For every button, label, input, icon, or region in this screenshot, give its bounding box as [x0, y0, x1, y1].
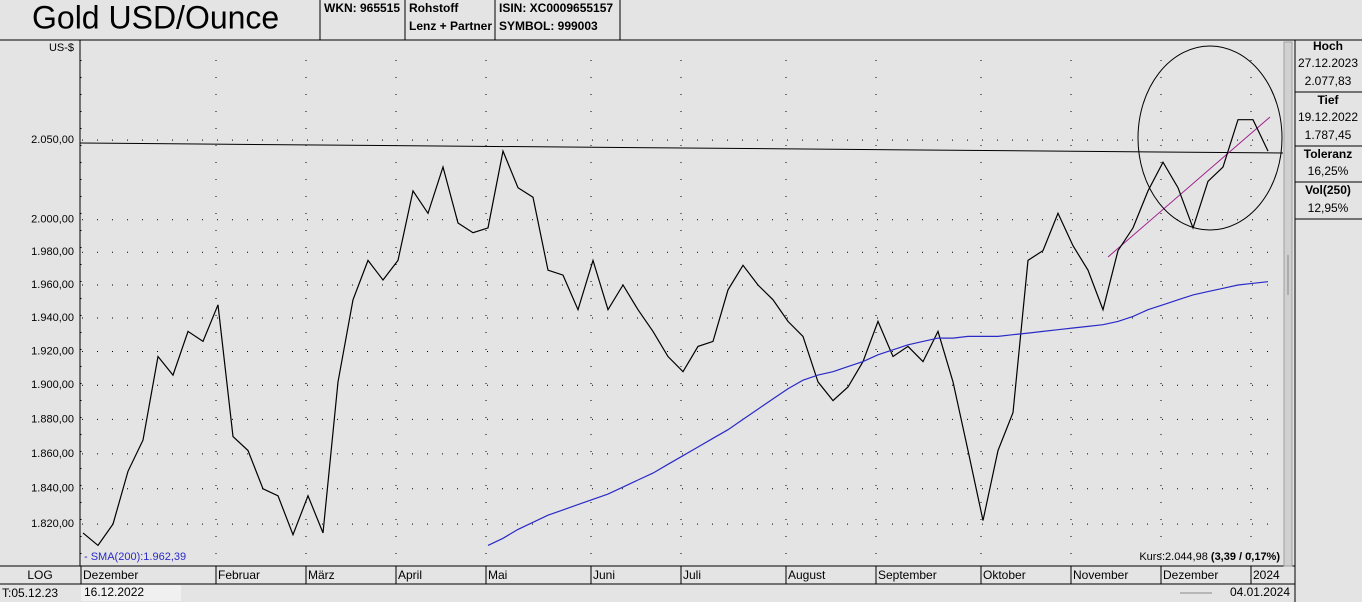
end-date: 04.01.2024: [1230, 585, 1290, 599]
start-date-box[interactable]: [81, 585, 181, 601]
source: Lenz + Partner: [409, 19, 492, 33]
y-tick-label: 1.880,00: [31, 413, 74, 425]
x-tick-label: September: [878, 568, 937, 582]
start-date: 16.12.2022: [84, 585, 144, 599]
trend-line: [1107, 116, 1271, 258]
highlight-circle: [1137, 45, 1283, 231]
y-tick-label: 1.900,00: [31, 379, 74, 391]
panel-label: Toleranz: [1304, 147, 1352, 161]
y-tick-label: 1.860,00: [31, 448, 74, 460]
y-tick-label: 1.920,00: [31, 345, 74, 357]
y-tick-label: 2.000,00: [31, 214, 74, 226]
y-tick-label: 1.960,00: [31, 279, 74, 291]
y-tick-label: 1.820,00: [31, 518, 74, 530]
y-axis-label: US-$: [49, 42, 74, 54]
x-tick-label: November: [1073, 568, 1128, 582]
legend-entry: - SMA(200):1.962,39: [84, 551, 186, 563]
y-tick-label: 1.940,00: [31, 312, 74, 324]
x-tick-label: Oktober: [983, 568, 1026, 582]
x-tick-label: August: [788, 568, 826, 582]
panel-date: 27.12.2023: [1298, 56, 1358, 70]
x-tick-label: Dezember: [83, 568, 138, 582]
scale-mode: LOG: [27, 568, 52, 582]
title: Gold USD/Ounce: [32, 0, 279, 35]
panel-label: Tief: [1317, 93, 1339, 107]
series-line: [82, 119, 1269, 547]
panel-value: 16,25%: [1308, 164, 1349, 178]
isin: ISIN: XC0009655157: [499, 1, 613, 15]
y-tick-label: 1.840,00: [31, 483, 74, 495]
wkn: WKN: 965515: [324, 1, 400, 15]
panel-value: 12,95%: [1308, 201, 1349, 215]
kurs-change: (3,39 / 0,17%): [1211, 551, 1280, 563]
x-tick-label: März: [308, 568, 335, 582]
panel-label: Hoch: [1313, 39, 1343, 53]
category: Rohstoff: [409, 1, 459, 15]
resistance-line: [79, 142, 1284, 154]
x-tick-label: Februar: [218, 568, 260, 582]
panel-date: 19.12.2022: [1298, 110, 1358, 124]
x-tick-label: Juni: [593, 568, 615, 582]
symbol: SYMBOL: 999003: [499, 19, 598, 33]
panel-label: Vol(250): [1305, 183, 1351, 197]
series-line: [487, 281, 1269, 546]
x-tick-label: 2024: [1253, 568, 1280, 582]
kurs-value: Kurs:2.044,98: [1139, 551, 1208, 563]
x-tick-label: April: [398, 568, 422, 582]
panel-value: 2.077,83: [1305, 74, 1352, 88]
kurs: Kurs:2.044,98 (3,39 / 0,17%): [1139, 551, 1280, 563]
x-tick-label: Dezember: [1163, 568, 1218, 582]
timestamp: T:05.12.23: [2, 586, 58, 600]
y-tick-label: 2.050,00: [31, 134, 74, 146]
x-tick-label: Juli: [683, 568, 701, 582]
x-tick-label: Mai: [488, 568, 507, 582]
panel-value: 1.787,45: [1305, 128, 1352, 142]
y-tick-label: 1.980,00: [31, 246, 74, 258]
scrollbar[interactable]: [1283, 41, 1293, 567]
